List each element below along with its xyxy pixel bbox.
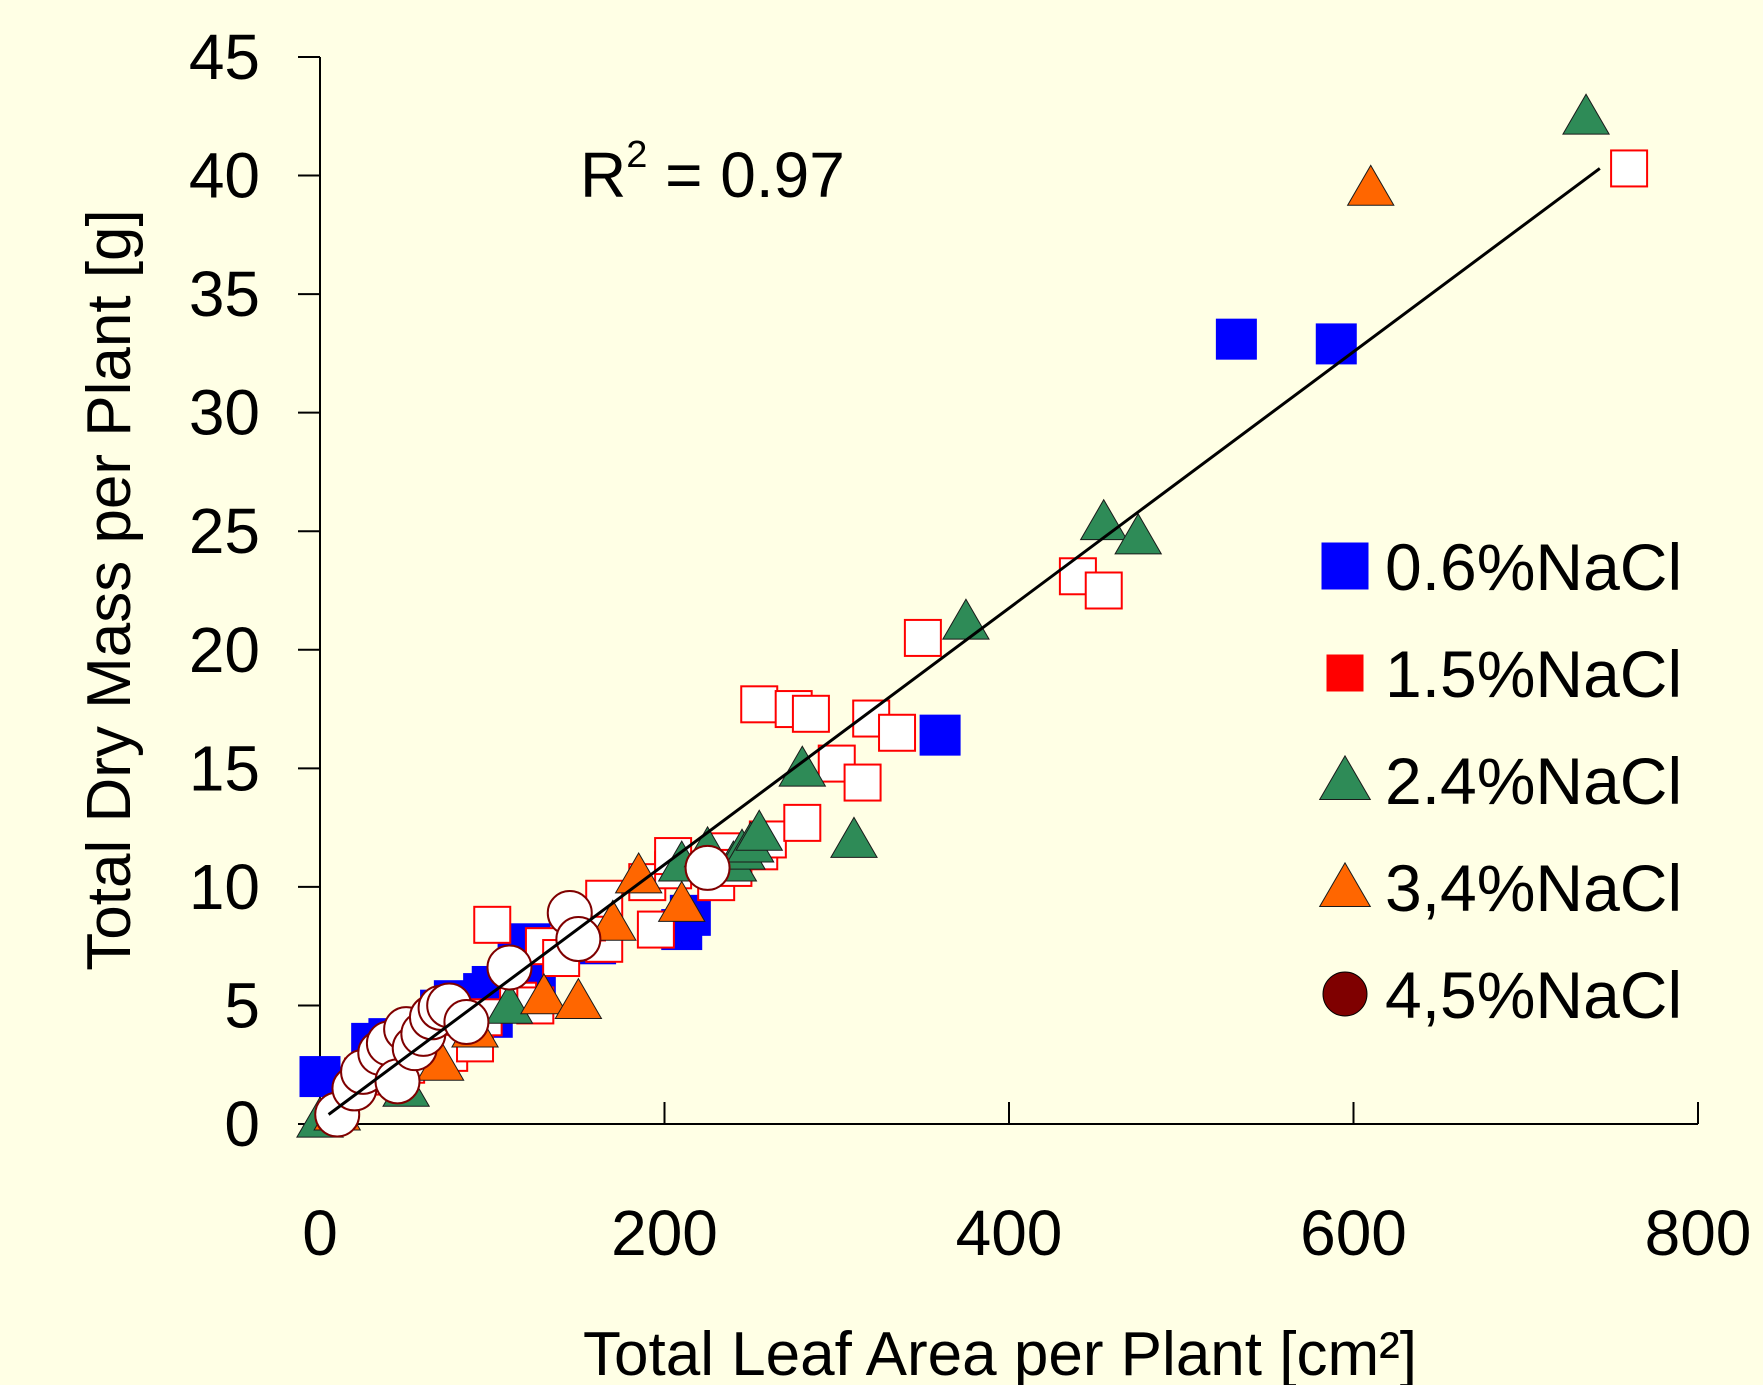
legend-marker <box>1318 754 1372 801</box>
data-point <box>919 714 961 756</box>
data-point <box>1114 512 1163 555</box>
data-point <box>941 598 990 640</box>
x-tick-label: 200 <box>611 1197 718 1269</box>
r-squared-exponent: 2 <box>626 134 647 176</box>
y-tick-label: 30 <box>189 377 260 449</box>
data-point <box>1315 323 1357 365</box>
legend-item: 1.5%NaCl <box>1326 637 1682 711</box>
data-point <box>588 899 637 941</box>
data-point <box>684 844 731 891</box>
data-point <box>843 763 882 802</box>
legend-item: 4,5%NaCl <box>1322 958 1682 1032</box>
data-point <box>1610 149 1649 188</box>
data-point <box>903 618 942 657</box>
r-squared-value: = 0.97 <box>647 139 845 211</box>
y-tick-label: 40 <box>189 140 260 212</box>
trendline-group <box>327 167 1601 1116</box>
r-squared-prefix: R <box>580 139 626 211</box>
data-point <box>614 851 663 894</box>
y-tick-label: 5 <box>224 969 260 1041</box>
r-squared-annotation: R2 = 0.97 <box>580 134 845 211</box>
data-point <box>1215 318 1257 360</box>
y-tick-label: 45 <box>189 21 260 93</box>
legend-label: 2.4%NaCl <box>1385 744 1682 818</box>
data-point <box>878 713 917 752</box>
y-tick-label: 20 <box>189 614 260 686</box>
data-point <box>1562 93 1611 135</box>
legend-label: 4,5%NaCl <box>1385 958 1682 1032</box>
data-point <box>473 905 512 944</box>
data-point <box>791 694 830 733</box>
legend-marker <box>1321 542 1369 590</box>
x-tick-label: 600 <box>1300 1197 1407 1269</box>
legend-item: 2.4%NaCl <box>1318 744 1682 818</box>
tick-labels: 0 200 400 600 800 0 5 10 15 20 25 30 35 40 45 <box>189 21 1752 1269</box>
data-point <box>778 745 827 787</box>
data-point <box>657 880 706 922</box>
x-axis-label: Total Leaf Area per Plant [cm²] <box>583 1320 1417 1385</box>
legend-label: 1.5%NaCl <box>1385 637 1682 711</box>
x-tick-label: 0 <box>302 1197 338 1269</box>
legend-marker <box>1318 861 1372 908</box>
data-point <box>1084 571 1123 610</box>
data-point <box>830 816 878 858</box>
y-axis-label: Total Dry Mass per Plant [g] <box>75 209 144 971</box>
y-tick-label: 25 <box>189 495 260 567</box>
legend-marker <box>1322 971 1368 1017</box>
data-point <box>555 916 602 963</box>
x-tick-label: 800 <box>1645 1197 1752 1269</box>
y-tick-label: 15 <box>189 732 260 804</box>
series-1 <box>344 149 1649 1096</box>
data-point <box>1346 164 1395 206</box>
data-point <box>783 803 822 842</box>
tick-marks <box>298 56 1699 1125</box>
trendline <box>327 167 1601 1116</box>
x-tick-label: 400 <box>956 1197 1063 1269</box>
legend-label: 0.6%NaCl <box>1385 530 1682 604</box>
legend: 0.6%NaCl 1.5%NaCl 2.4%NaCl 3,4%NaCl 4,5%NaCl <box>1318 530 1682 1032</box>
y-tick-label: 10 <box>189 851 260 923</box>
data-point <box>740 685 779 724</box>
y-tick-label: 35 <box>189 258 260 330</box>
data-point <box>443 999 490 1046</box>
data-point <box>486 944 533 991</box>
legend-item: 0.6%NaCl <box>1321 530 1682 604</box>
legend-item: 3,4%NaCl <box>1318 851 1682 925</box>
data-point <box>554 977 603 1020</box>
data-point <box>1079 498 1128 541</box>
legend-marker <box>1326 654 1364 692</box>
data-point <box>735 809 784 851</box>
legend-label: 3,4%NaCl <box>1385 851 1682 925</box>
y-tick-label: 0 <box>224 1088 260 1160</box>
data-point <box>519 972 568 1015</box>
